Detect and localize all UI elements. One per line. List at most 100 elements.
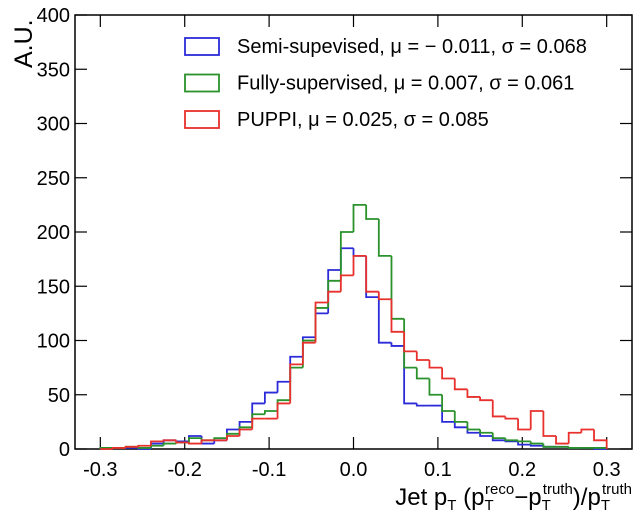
histogram-step: [251, 413, 265, 428]
x-axis-label: Jet pT (pTreco−pTtruth)/pTtruth: [395, 481, 632, 514]
y-tick-label: 400: [37, 5, 70, 27]
histogram-step: [365, 255, 379, 293]
histogram-step: [150, 440, 164, 446]
histogram-step: [415, 403, 430, 407]
histogram-step: [441, 405, 455, 423]
histogram-step: [263, 391, 278, 404]
histogram-step: [238, 420, 253, 430]
histogram-step: [428, 360, 443, 369]
histogram-step: [99, 447, 113, 449]
histogram-step: [567, 431, 582, 444]
legend-label: PUPPI, μ = 0.025, σ = 0.085: [237, 109, 489, 131]
histogram-step: [276, 402, 291, 419]
histogram-step: [517, 418, 531, 431]
histogram-step: [238, 426, 253, 434]
x-tick-label: 0.3: [593, 459, 621, 481]
legend-swatch: [184, 37, 220, 56]
histogram-step: [479, 429, 493, 434]
y-tick-label: 150: [37, 276, 70, 298]
histogram-step: [567, 446, 582, 449]
histogram-step: [162, 442, 177, 446]
histogram-step: [517, 440, 531, 443]
histogram-step: [517, 441, 531, 446]
histogram-step: [415, 351, 430, 361]
x-label-part: (p: [456, 484, 484, 511]
histogram-step: [403, 318, 417, 369]
histogram-step: [276, 380, 291, 393]
legend-swatch: [184, 110, 220, 129]
histogram-step: [289, 366, 303, 401]
histogram-step: [466, 421, 481, 431]
histogram-step: [428, 378, 443, 396]
y-tick-label: 250: [37, 168, 70, 190]
histogram-step: [377, 291, 392, 301]
x-tick-label: -0.3: [83, 459, 117, 481]
histogram-step: [226, 428, 240, 441]
histogram-step: [301, 341, 316, 365]
histogram-step: [390, 342, 405, 347]
histogram-step: [542, 443, 557, 448]
histogram-step: [453, 411, 468, 423]
histogram-step: [188, 442, 202, 445]
y-axis-label: A.U.: [10, 19, 38, 68]
x-label-part: −p: [514, 484, 541, 511]
histogram-step: [238, 428, 253, 436]
histogram-step: [226, 435, 240, 441]
histogram-step: [150, 444, 164, 448]
histogram-step: [175, 440, 189, 443]
x-label-part: truth: [602, 481, 632, 498]
histogram-step: [479, 396, 493, 402]
histogram-step: [339, 231, 354, 281]
histogram-step: [504, 438, 519, 442]
histogram-step: [276, 399, 291, 412]
x-label-part: )/p: [573, 484, 601, 511]
histogram-step: [479, 432, 493, 437]
histogram-step: [137, 446, 151, 449]
x-label-part: truth: [543, 481, 573, 498]
histogram-step: [555, 435, 569, 445]
histogram-step: [112, 447, 126, 449]
histogram-step: [377, 297, 392, 344]
histogram-step: [327, 279, 341, 308]
y-tick-label: 0: [59, 439, 70, 461]
histogram-step: [441, 394, 455, 412]
histogram-step: [403, 345, 417, 405]
x-tick-label: -0.1: [252, 459, 286, 481]
legend-label: Semi-supevised, μ = − 0.011, σ = 0.068: [237, 36, 587, 58]
y-tick-label: 100: [37, 331, 70, 353]
histogram-step: [162, 439, 177, 442]
x-label-part: T: [484, 497, 493, 514]
histogram-step: [529, 410, 544, 430]
histogram-step: [339, 274, 354, 292]
histogram-step: [580, 428, 595, 433]
histogram-step: [453, 421, 468, 429]
histogram-step: [263, 410, 278, 415]
histogram-step: [390, 255, 405, 320]
histogram-step: [251, 417, 265, 430]
x-label-part: Jet p: [395, 484, 447, 511]
histogram-step: [593, 429, 608, 449]
x-tick-label: 0.0: [340, 459, 368, 481]
y-tick-label: 50: [48, 385, 70, 407]
histogram-step: [352, 254, 367, 276]
histogram-step: [529, 441, 544, 445]
histogram-step: [301, 339, 316, 368]
histogram-step: [175, 440, 189, 444]
x-tick-label: -0.2: [167, 459, 201, 481]
histogram-step: [491, 432, 506, 440]
histogram-step: [124, 445, 139, 448]
histogram-step: [403, 331, 417, 353]
histogram-step: [390, 299, 405, 333]
histogram-step: [339, 247, 354, 270]
histogram-step: [314, 312, 329, 338]
x-label-part: T: [447, 497, 456, 514]
histogram-step: [529, 444, 544, 447]
histogram-step: [415, 367, 430, 380]
x-label-part: T: [542, 497, 551, 514]
histogram-step: [200, 439, 215, 444]
histogram-step: [504, 416, 519, 420]
histogram-step: [377, 218, 392, 257]
histogram-step: [365, 204, 379, 220]
histogram-step: [491, 400, 506, 418]
